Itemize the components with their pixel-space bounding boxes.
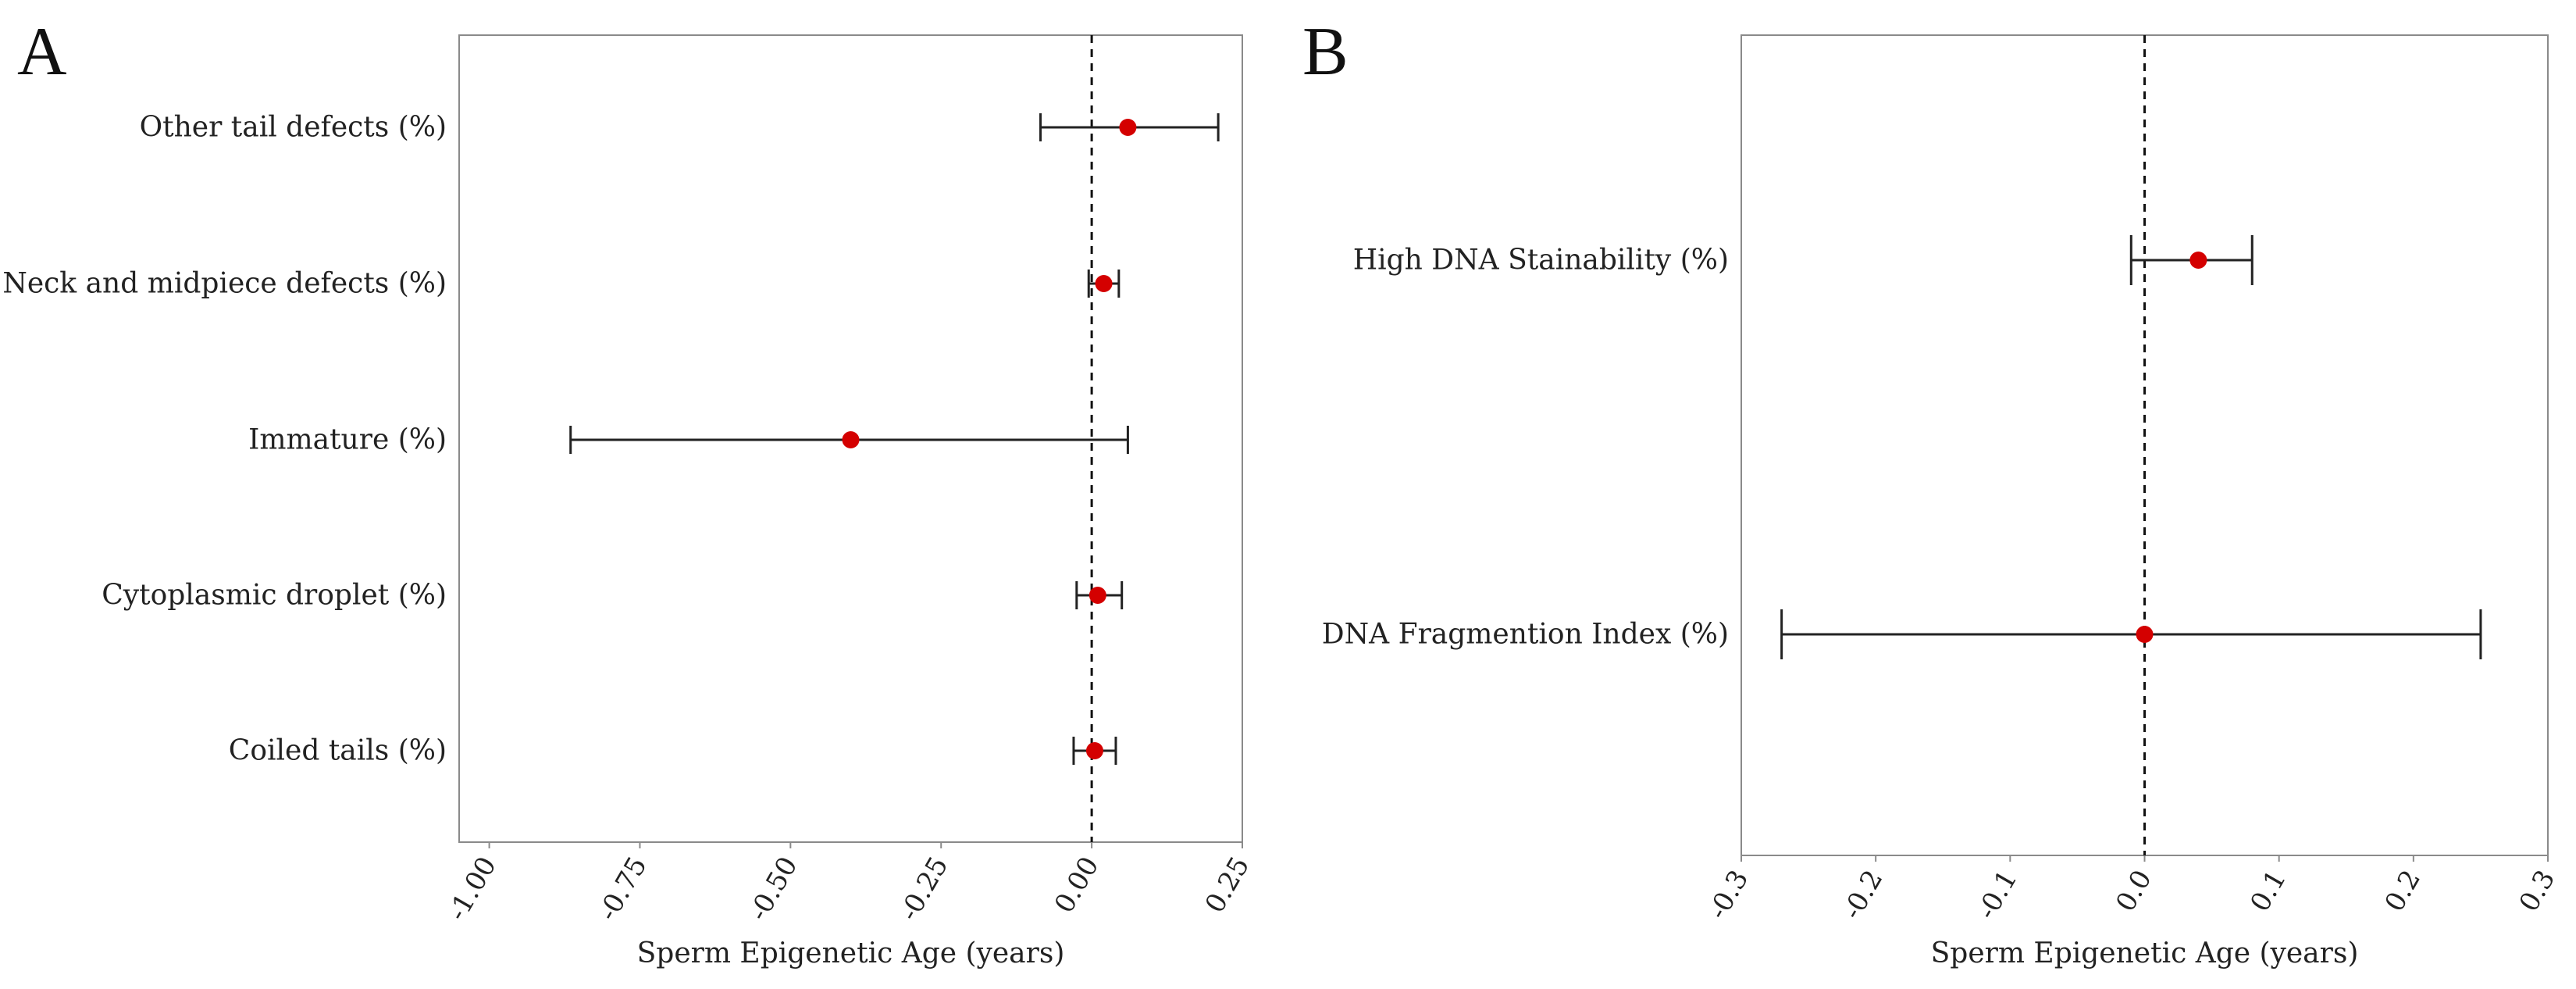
x-tick-label: -0.1 [1971, 865, 2023, 925]
plot-frame [458, 34, 1243, 843]
estimate-point [1085, 742, 1103, 759]
x-axis-title: Sperm Epigenetic Age (years) [637, 937, 1065, 969]
row-label: Cytoplasmic droplet (%) [102, 580, 447, 612]
estimate-point [842, 431, 860, 448]
estimate-point [1088, 587, 1106, 604]
x-tick-label: 0.2 [2378, 865, 2427, 917]
x-tick-label: -1.00 [442, 852, 503, 927]
row-label: DNA Fragmention Index (%) [1322, 619, 1729, 651]
panel-letter: B [1302, 14, 1349, 90]
x-tick-label: 0.00 [1049, 852, 1105, 919]
x-tick-label: -0.75 [593, 852, 654, 927]
row-label: Neck and midpiece defects (%) [2, 268, 447, 300]
x-tick-label: -0.25 [893, 852, 954, 927]
row-label: Coiled tails (%) [229, 735, 447, 767]
x-axis-title: Sperm Epigenetic Age (years) [1931, 937, 2359, 969]
row-label: Other tail defects (%) [140, 112, 447, 144]
row-label: High DNA Stainability (%) [1353, 245, 1729, 277]
x-tick-label: -0.2 [1837, 865, 1889, 925]
x-tick-label: -0.50 [743, 852, 803, 927]
panel-b: B -0.3 -0.2 -0.1 0.0 0.1 0.2 0.3 Sperm Epigeneti… [1302, 14, 2561, 969]
panel-letter: A [17, 14, 67, 90]
x-tick-label: 0.25 [1199, 852, 1256, 919]
x-tick-label: 0.3 [2514, 865, 2562, 917]
x-tick-label: -0.3 [1702, 865, 1755, 925]
panel-a: A -1.00 -0.75 -0.50 -0.25 0.00 0.25 Sperm Epige… [2, 14, 1256, 969]
estimate-point [1119, 119, 1137, 136]
estimate-point [2136, 626, 2154, 643]
estimate-point [2189, 252, 2207, 269]
row-label: Immature (%) [248, 424, 447, 456]
estimate-point [1095, 275, 1113, 292]
x-tick-label: 0.0 [2110, 865, 2158, 917]
x-tick-label: 0.1 [2244, 865, 2293, 917]
